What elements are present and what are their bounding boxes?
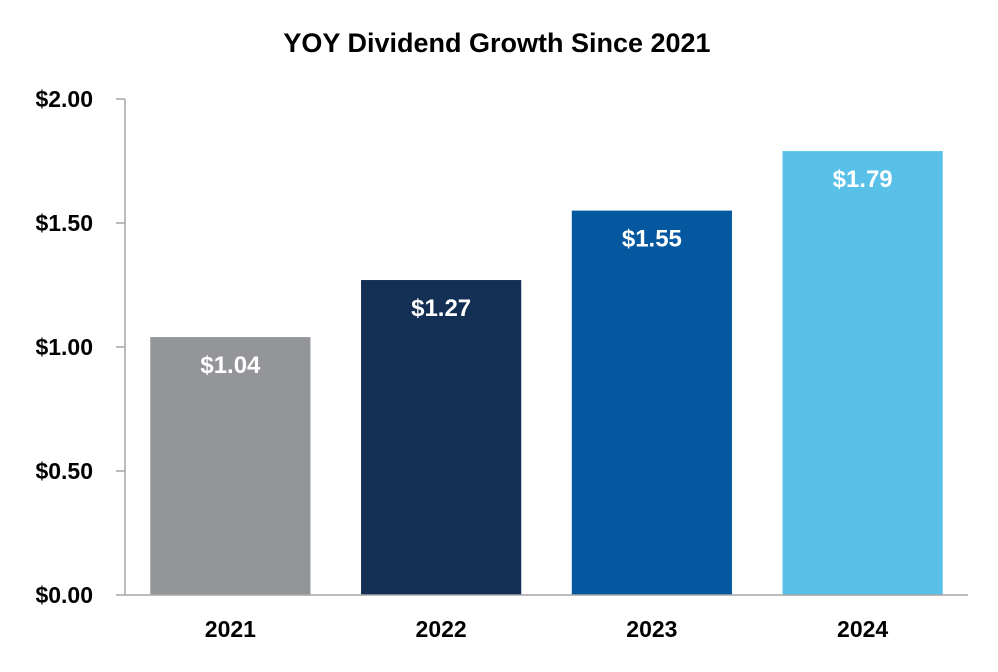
y-tick-label: $0.50 [35, 458, 93, 484]
y-tick-label: $0.00 [35, 582, 93, 608]
bar-2021 [150, 337, 311, 595]
y-tick-label: $2.00 [35, 86, 93, 112]
data-label-2023: $1.55 [622, 226, 682, 253]
x-tick-label: 2021 [205, 616, 256, 642]
bar-2024 [782, 151, 943, 595]
data-label-2024: $1.79 [833, 166, 893, 193]
y-tick-label: $1.50 [35, 210, 93, 236]
bar-2022 [361, 280, 522, 595]
bars-group: $1.04 $1.27 $1.55 $1.79 [150, 151, 943, 595]
data-label-2021: $1.04 [200, 352, 261, 379]
x-tick-label: 2022 [416, 616, 467, 642]
bar-2023 [571, 210, 732, 595]
x-axis: 2021 2022 2023 2024 [125, 594, 968, 642]
y-tick-label: $1.00 [35, 334, 93, 360]
y-axis: $0.00 $0.50 $1.00 $1.50 $2.00 [35, 86, 126, 608]
x-tick-label: 2024 [837, 616, 888, 642]
data-label-2022: $1.27 [411, 295, 471, 322]
x-tick-label: 2023 [626, 616, 677, 642]
chart-title: YOY Dividend Growth Since 2021 [283, 28, 710, 58]
